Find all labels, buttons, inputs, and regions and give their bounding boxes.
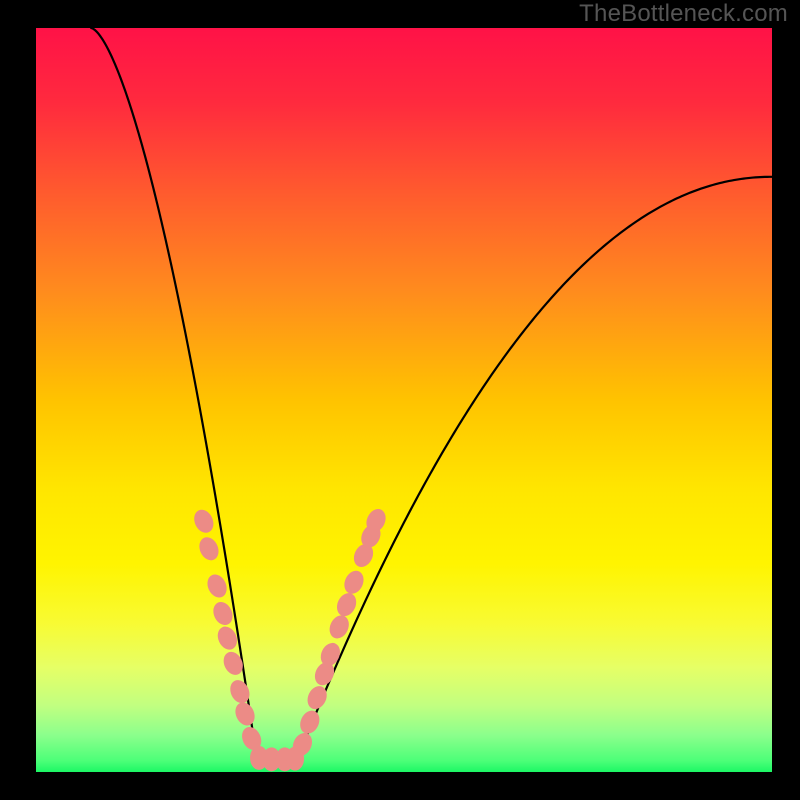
bottleneck-chart xyxy=(36,28,772,772)
gradient-background xyxy=(36,28,772,772)
watermark-text: TheBottleneck.com xyxy=(579,0,788,28)
canvas: TheBottleneck.com xyxy=(0,0,800,800)
chart-svg xyxy=(36,28,772,772)
